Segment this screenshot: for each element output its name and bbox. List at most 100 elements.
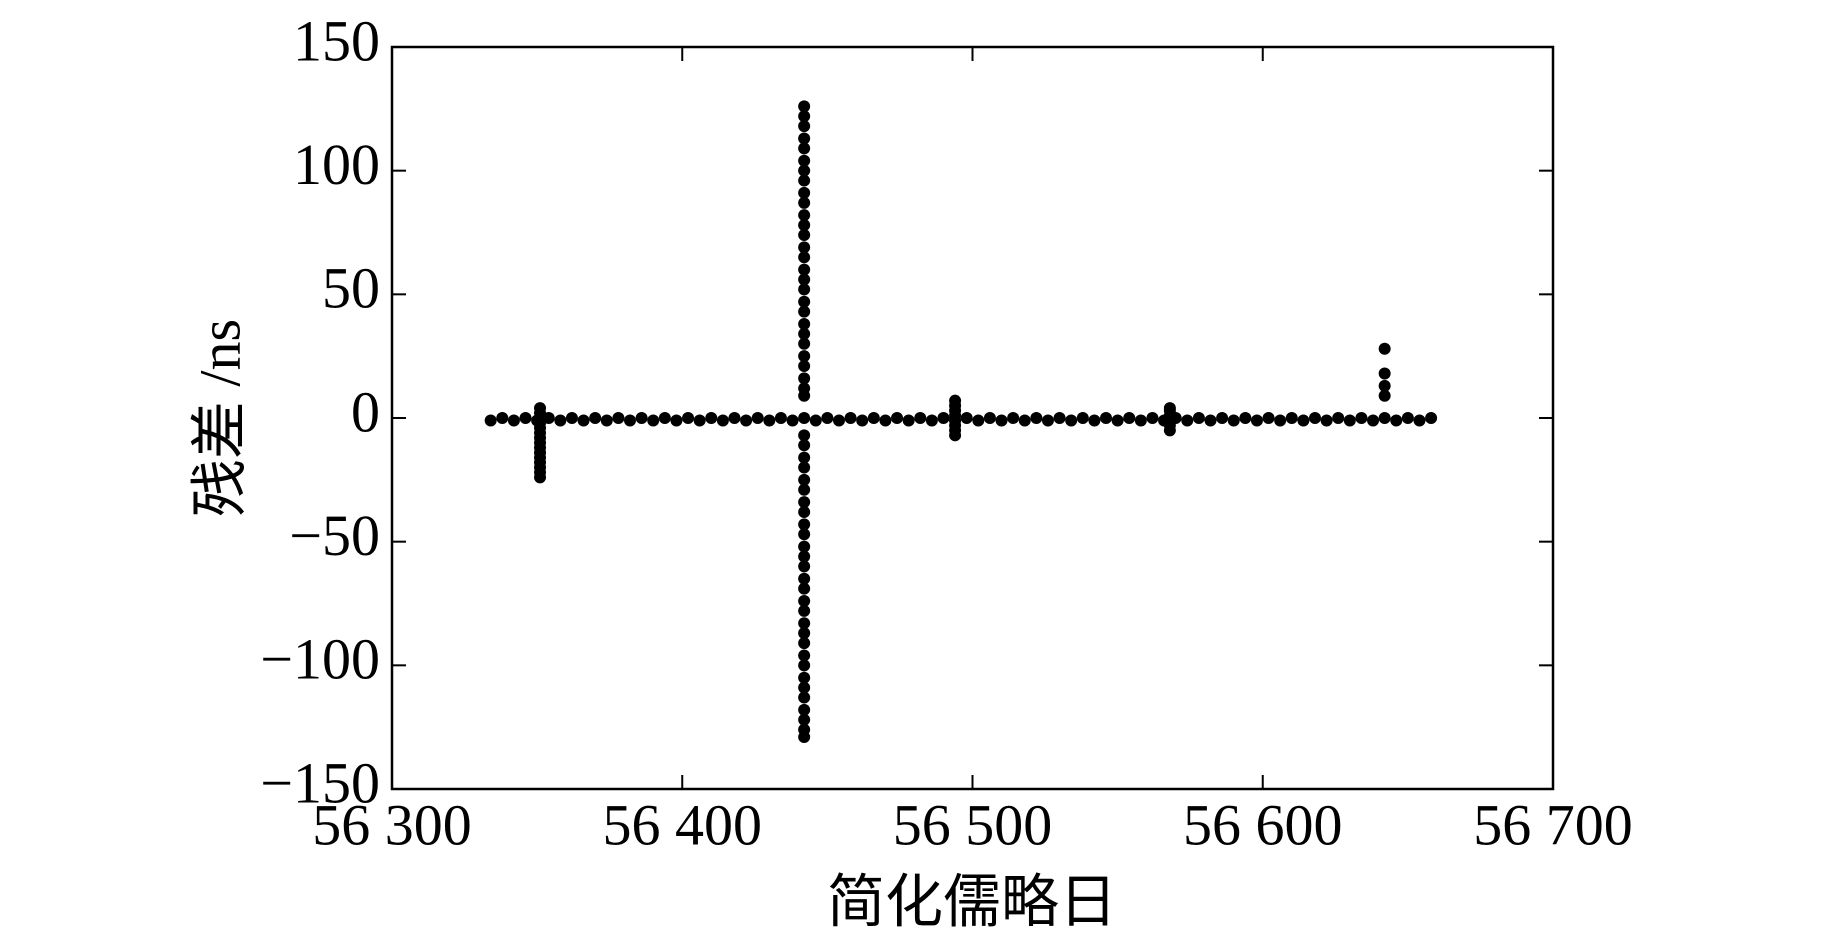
point xyxy=(798,337,811,350)
point xyxy=(1007,412,1020,424)
point xyxy=(798,283,811,296)
point xyxy=(774,412,787,424)
point xyxy=(798,496,811,509)
point xyxy=(1088,414,1101,427)
point xyxy=(798,649,811,662)
point xyxy=(902,414,915,427)
point xyxy=(484,414,497,427)
point xyxy=(925,414,938,427)
x-axis-label: 简化儒略日 xyxy=(827,869,1117,934)
point xyxy=(1163,402,1176,415)
point xyxy=(798,305,811,318)
point xyxy=(798,209,811,222)
point xyxy=(1343,414,1356,427)
point xyxy=(798,473,811,486)
point xyxy=(798,154,811,167)
point xyxy=(798,360,811,373)
point xyxy=(670,414,683,427)
point xyxy=(914,412,927,424)
point xyxy=(798,483,811,496)
y-tick-label: 50 xyxy=(322,256,380,321)
point xyxy=(798,671,811,684)
point xyxy=(1076,412,1089,424)
y-tick-label: −150 xyxy=(260,750,380,815)
point xyxy=(763,414,776,427)
point xyxy=(798,142,811,155)
point xyxy=(1297,414,1310,427)
point xyxy=(1227,414,1240,427)
point xyxy=(798,132,811,145)
point xyxy=(786,414,799,427)
x-tick-label: 56 700 xyxy=(1473,792,1633,857)
point xyxy=(798,228,811,241)
point xyxy=(534,416,547,429)
point xyxy=(798,196,811,209)
point xyxy=(798,372,811,385)
point xyxy=(658,412,671,424)
point xyxy=(1378,412,1391,424)
point xyxy=(1053,412,1066,424)
point xyxy=(1100,412,1113,424)
point xyxy=(832,414,845,427)
point xyxy=(705,412,718,424)
point xyxy=(798,461,811,474)
point xyxy=(949,394,962,407)
point xyxy=(1239,412,1252,424)
x-tick-label: 56 400 xyxy=(603,792,763,857)
point xyxy=(937,412,950,424)
point xyxy=(798,295,811,308)
point xyxy=(612,412,625,424)
y-tick-label: −50 xyxy=(289,503,380,568)
point xyxy=(798,389,811,402)
point xyxy=(798,550,811,563)
point xyxy=(798,572,811,585)
point xyxy=(1274,414,1287,427)
point xyxy=(682,412,695,424)
point xyxy=(647,414,660,427)
point xyxy=(798,100,811,113)
point xyxy=(1204,414,1217,427)
point xyxy=(1378,342,1391,355)
point xyxy=(1378,367,1391,380)
point xyxy=(1285,412,1298,424)
point xyxy=(798,528,811,541)
point xyxy=(534,402,547,415)
y-tick-label: −100 xyxy=(260,627,380,692)
point xyxy=(554,414,567,427)
point xyxy=(798,412,811,424)
point xyxy=(798,439,811,452)
point xyxy=(1111,414,1124,427)
point xyxy=(1041,414,1054,427)
point xyxy=(1308,412,1321,424)
point xyxy=(1146,412,1159,424)
point xyxy=(740,414,753,427)
point xyxy=(798,691,811,704)
point xyxy=(798,164,811,177)
point xyxy=(1250,414,1263,427)
point xyxy=(798,637,811,650)
point xyxy=(1320,414,1333,427)
point xyxy=(798,174,811,187)
point xyxy=(798,703,811,716)
point xyxy=(798,451,811,464)
point xyxy=(624,414,637,427)
y-axis-label: 残差 /ns xyxy=(187,319,252,517)
point xyxy=(542,412,555,424)
point xyxy=(798,219,811,232)
point xyxy=(1332,412,1345,424)
point xyxy=(1355,412,1368,424)
point xyxy=(798,713,811,726)
point xyxy=(798,318,811,331)
point xyxy=(809,414,822,427)
point xyxy=(798,582,811,595)
point xyxy=(1192,412,1205,424)
point xyxy=(798,731,811,744)
point xyxy=(983,412,996,424)
point xyxy=(1262,412,1275,424)
y-tick-label: 150 xyxy=(293,8,380,73)
point xyxy=(565,412,578,424)
point xyxy=(844,412,857,424)
point xyxy=(798,681,811,694)
